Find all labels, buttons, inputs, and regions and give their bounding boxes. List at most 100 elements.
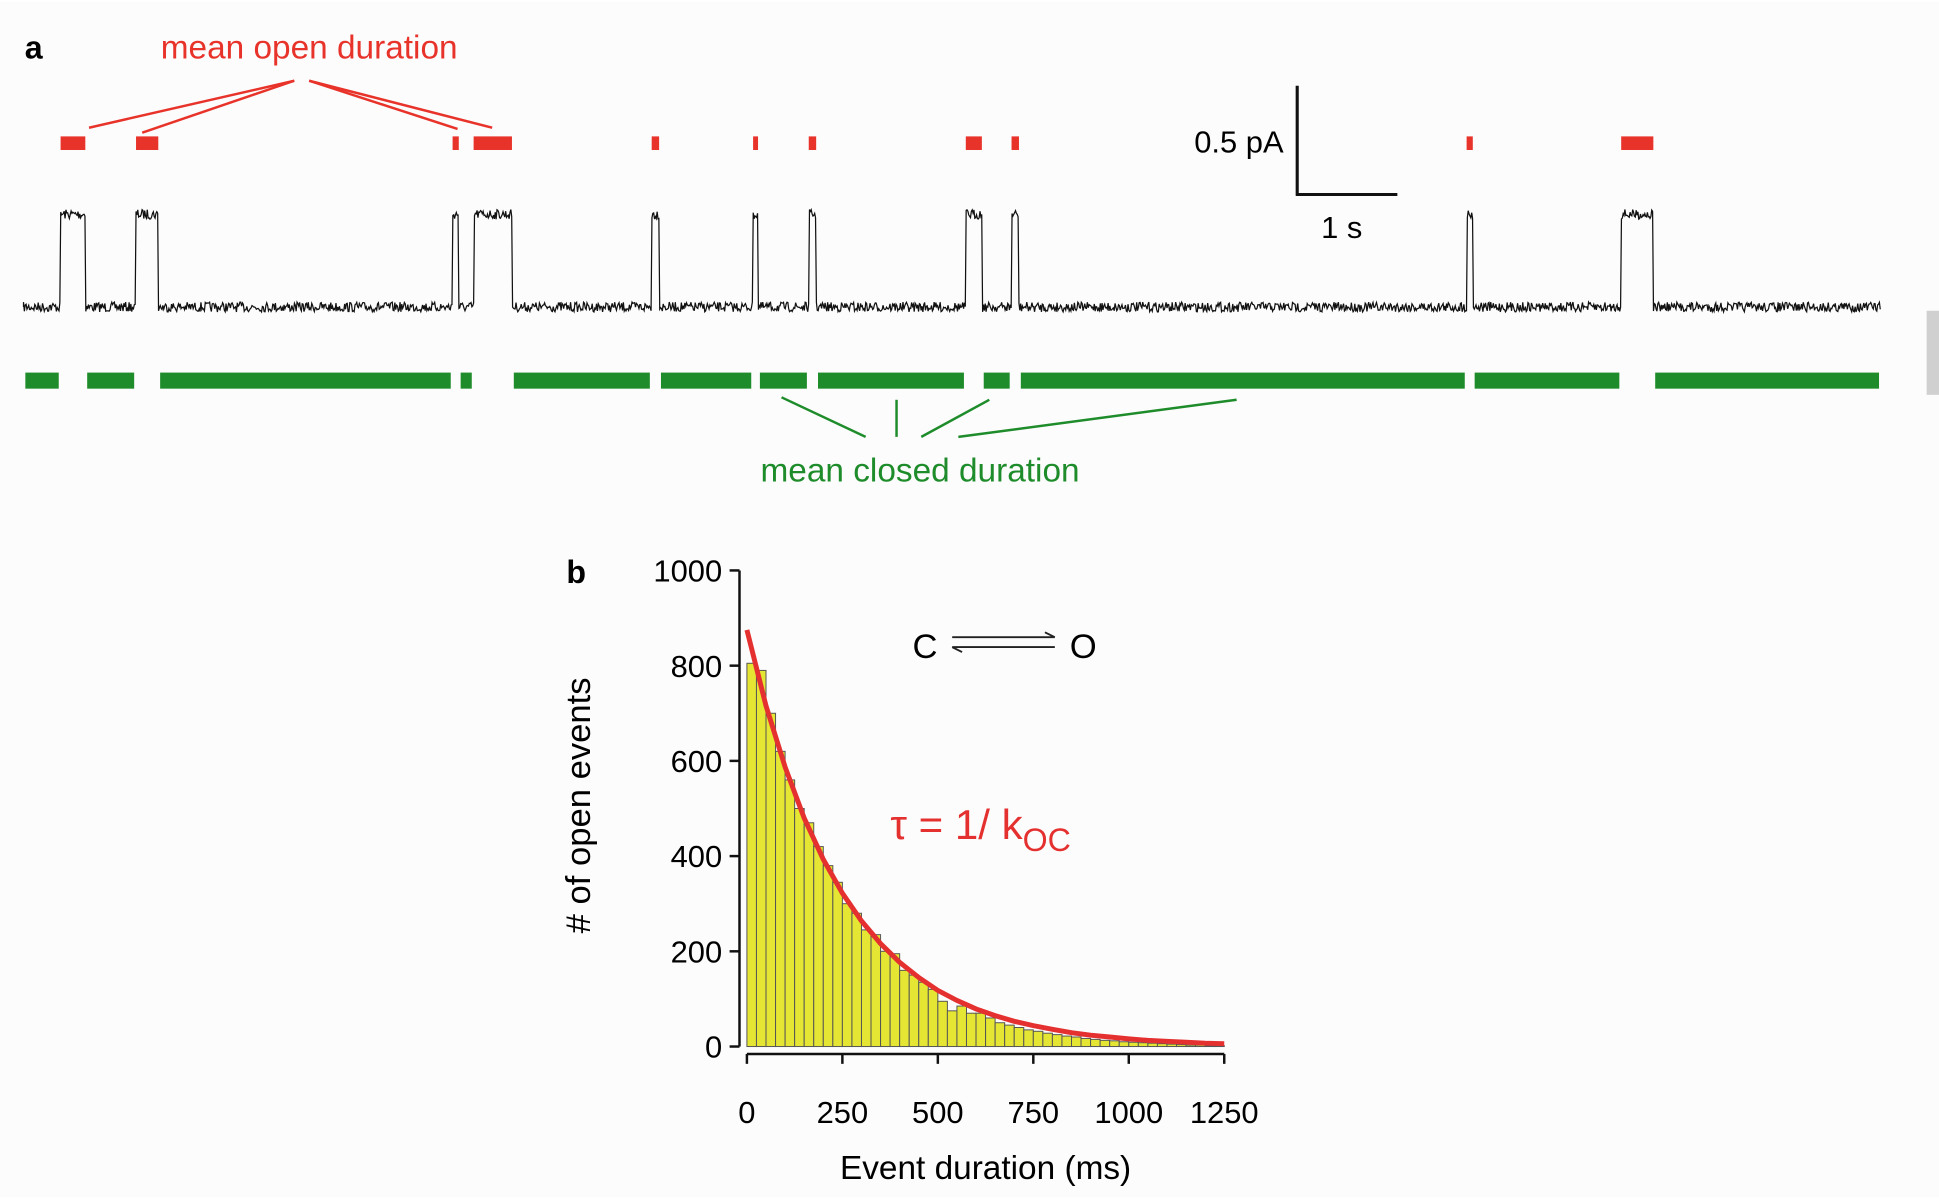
scale-x-label: 1 s	[1321, 210, 1362, 245]
y-tick-label: 800	[671, 649, 723, 684]
x-axis-label: Event duration (ms)	[840, 1150, 1131, 1187]
closed-event-bar	[660, 372, 752, 389]
scale-y-label: 0.5 pA	[1194, 124, 1284, 159]
histogram-bar	[994, 1022, 1006, 1048]
histogram-bar	[765, 712, 777, 1048]
histogram-bar	[908, 974, 920, 1048]
closed-annotation: mean closed duration	[760, 452, 1079, 489]
histogram-bar	[975, 1012, 987, 1048]
histogram-bar	[927, 988, 939, 1048]
closed-event-bar	[818, 372, 964, 389]
histogram-bar	[870, 934, 882, 1048]
histogram-bar	[841, 903, 853, 1048]
equilibrium-arrows	[951, 631, 1056, 653]
y-tick-label: 0	[705, 1030, 722, 1065]
histogram-bar	[1051, 1034, 1063, 1048]
histogram-bar	[860, 929, 872, 1048]
closed-event-bar	[1655, 372, 1880, 389]
open-event-bar	[753, 136, 759, 150]
tau-label: τ = 1/ kOC	[890, 801, 1070, 858]
open-event-bar	[1621, 136, 1654, 150]
open-event-bar	[1011, 136, 1019, 150]
current-trace	[22, 207, 1881, 315]
y-tick-label: 400	[671, 839, 723, 874]
open-event-bar	[60, 136, 86, 150]
histogram-bar	[1080, 1037, 1092, 1048]
histogram-bar	[832, 881, 843, 1048]
histogram-bar	[1137, 1042, 1149, 1048]
histogram-bar	[851, 912, 862, 1048]
tau-text: τ = 1/ k	[890, 801, 1023, 848]
closed-event-bar	[87, 372, 135, 389]
annotation-line	[308, 79, 458, 131]
histogram-bar	[918, 981, 929, 1048]
closed-event-bar	[1474, 372, 1620, 389]
histogram-bar	[1013, 1026, 1025, 1048]
histogram-bar	[965, 1012, 977, 1048]
histogram-bar	[1090, 1038, 1101, 1048]
histogram-bar	[1166, 1043, 1178, 1048]
histogram-bar	[803, 822, 815, 1048]
x-tick-label: 1250	[1190, 1095, 1259, 1130]
annotation-line	[920, 398, 990, 438]
y-axis-label: # of open events	[560, 677, 598, 933]
histogram-bar	[956, 1005, 967, 1048]
histogram-bar	[1099, 1039, 1111, 1048]
annotation-line	[308, 79, 493, 129]
annotation-line	[781, 396, 867, 439]
histogram-bar	[889, 953, 901, 1048]
closed-event-bar	[983, 372, 1010, 389]
histogram-bar	[822, 865, 834, 1048]
histogram-bar	[1156, 1043, 1168, 1048]
histogram-bar	[784, 779, 796, 1048]
histogram-bar	[1032, 1030, 1044, 1048]
x-tick-label: 750	[1008, 1095, 1060, 1130]
x-tick-label: 0	[738, 1095, 755, 1130]
histogram-bar	[1042, 1032, 1053, 1048]
closed-event-bar	[25, 372, 59, 389]
x-tick-label: 500	[912, 1095, 964, 1130]
histogram-bar	[1061, 1035, 1072, 1048]
histogram-bar	[1071, 1036, 1082, 1048]
histogram-bar	[1147, 1042, 1158, 1048]
open-event-bar	[473, 136, 512, 150]
histogram-bar	[1128, 1041, 1139, 1048]
y-tick-label: 200	[671, 934, 723, 969]
histogram-bar	[755, 669, 767, 1048]
histogram-bar	[946, 1010, 958, 1048]
x-tick-label: 1000	[1094, 1095, 1163, 1130]
histogram-bar	[1185, 1044, 1197, 1048]
histogram-bar	[1109, 1040, 1120, 1048]
open-event-bar	[452, 136, 459, 150]
histogram-bar	[985, 1017, 996, 1048]
closed-event-bar	[759, 372, 807, 389]
closed-event-bar	[160, 372, 451, 389]
histogram-bar	[1176, 1044, 1187, 1048]
histogram-bar	[746, 662, 757, 1048]
tau-subscript: OC	[1023, 822, 1071, 858]
histogram-bar	[775, 750, 786, 1048]
histogram-bar	[880, 950, 891, 1048]
open-annotation: mean open duration	[161, 29, 458, 66]
annotation-line	[958, 398, 1237, 439]
state-open: O	[1070, 628, 1097, 666]
x-tick-label: 250	[817, 1095, 869, 1130]
panel-b: b # of open events Event duration (ms) 0…	[560, 554, 1259, 1187]
panel-label: a	[25, 29, 44, 65]
histogram-bar	[1004, 1024, 1015, 1048]
closed-event-bar	[460, 372, 472, 389]
state-closed: C	[912, 628, 937, 666]
panel-a: a mean open duration mean closed duratio…	[22, 29, 1881, 489]
histogram-bar	[899, 969, 910, 1048]
histogram-bar	[1023, 1029, 1034, 1048]
fit-curve	[744, 629, 1225, 1047]
panel-label: b	[566, 554, 586, 590]
y-tick-label: 1000	[653, 554, 722, 589]
histogram-bar	[794, 807, 805, 1048]
histogram-bar	[1118, 1041, 1130, 1048]
y-tick-label: 600	[671, 744, 723, 779]
closed-event-bar	[1020, 372, 1465, 389]
open-event-bar	[651, 136, 660, 150]
histogram-bar	[937, 1000, 948, 1048]
